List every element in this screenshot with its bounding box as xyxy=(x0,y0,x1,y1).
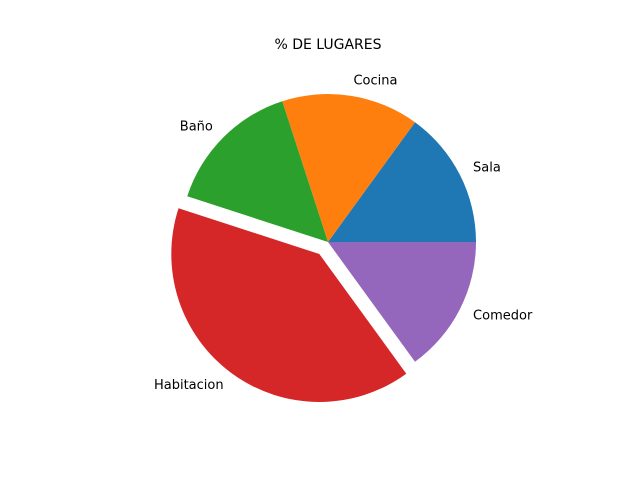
chart-title: % DE LUGARES xyxy=(274,37,381,53)
slice-labels: Sala Cocina Baño Habitacion Comedor xyxy=(154,74,533,393)
pie-slice-cocina xyxy=(282,94,415,243)
slice-label-comedor: Comedor xyxy=(473,308,533,323)
slice-label-bano: Baño xyxy=(180,119,213,134)
slice-label-habitacion: Habitacion xyxy=(154,378,224,393)
slice-label-sala: Sala xyxy=(473,161,501,176)
slice-label-cocina: Cocina xyxy=(353,74,397,89)
pie-slice-comedor xyxy=(328,242,476,362)
pie-slice-bano xyxy=(187,101,328,242)
pie-slice-habitacion xyxy=(171,208,407,402)
pie-slices xyxy=(171,94,476,402)
pie-slice-sala xyxy=(328,122,476,242)
